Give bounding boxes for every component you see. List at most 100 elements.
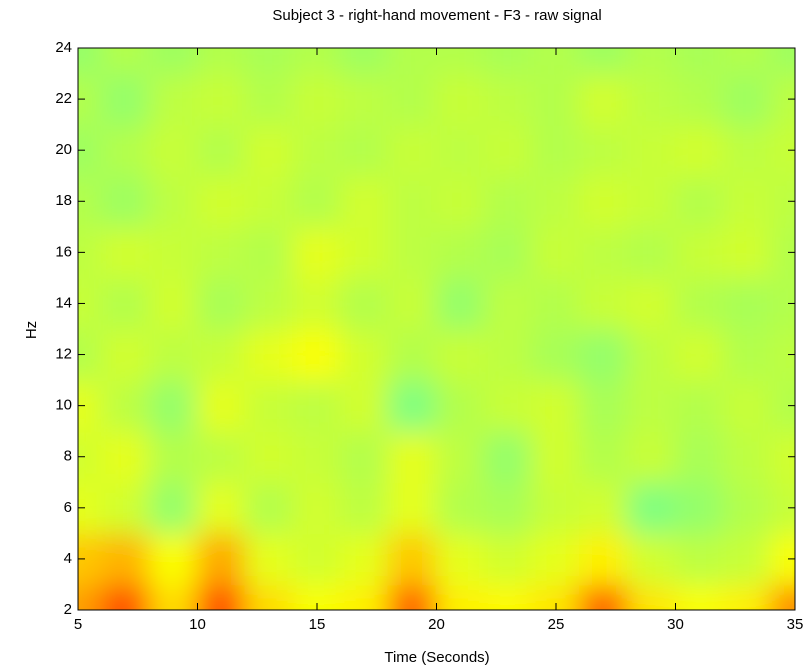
heatmap-cell [626, 72, 677, 126]
x-tick-label: 30 [667, 616, 684, 633]
heatmap-cell [435, 430, 486, 484]
heatmap-cell [578, 379, 629, 433]
heatmap-cell [626, 123, 677, 177]
heatmap-cell [626, 174, 677, 228]
y-tick-label: 4 [64, 550, 72, 567]
heatmap-cell [435, 379, 486, 433]
heatmap-cell [483, 532, 534, 586]
heatmap-cell [196, 48, 247, 75]
heatmap-cell [244, 48, 295, 75]
heatmap-cell [483, 481, 534, 535]
heatmap-cell [292, 225, 342, 279]
heatmap-cell [435, 174, 486, 228]
heatmap-cell [339, 72, 390, 126]
heatmap-cell [339, 583, 390, 610]
heatmap-cell [100, 48, 151, 75]
heatmap-cell [196, 328, 247, 382]
heatmap-cell [100, 328, 151, 382]
heatmap-cell [483, 174, 534, 228]
heatmap-cell [148, 123, 199, 177]
heatmap-cell [674, 379, 725, 433]
heatmap-cell [387, 276, 438, 330]
heatmap-cell [387, 481, 438, 535]
y-axis-label: Hz [23, 321, 40, 339]
heatmap-cell [531, 276, 581, 330]
heatmap-cell [244, 174, 295, 228]
heatmap-cell [626, 48, 677, 75]
x-tick-label: 35 [787, 616, 804, 633]
heatmap-cell [578, 123, 629, 177]
heatmap-cell [531, 532, 581, 586]
heatmap-cell [339, 532, 390, 586]
heatmap-cell [626, 328, 677, 382]
heatmap-cell [674, 328, 725, 382]
heatmap-cell [339, 225, 390, 279]
heatmap-cell [674, 481, 725, 535]
y-tick-label: 16 [55, 243, 72, 260]
heatmap-cell [387, 174, 438, 228]
heatmap-cell [244, 72, 295, 126]
y-tick-label: 10 [55, 397, 72, 414]
heatmap-cell [292, 174, 342, 228]
heatmap-cell [626, 583, 677, 610]
heatmap-cell [196, 225, 247, 279]
heatmap-cell [578, 430, 629, 484]
heatmap-cell [339, 48, 390, 75]
heatmap-cell [339, 276, 390, 330]
heatmap-cell [292, 430, 342, 484]
heatmap-cell [626, 379, 677, 433]
heatmap-cell [674, 276, 725, 330]
heatmap-cell [148, 174, 199, 228]
x-tick-label: 25 [548, 616, 565, 633]
heatmap-cell [339, 430, 390, 484]
heatmap-cell [196, 532, 247, 586]
heatmap-cell [339, 174, 390, 228]
heatmap-cell [148, 276, 199, 330]
heatmap-cell [674, 174, 725, 228]
x-axis-label: Time (Seconds) [384, 649, 489, 666]
heatmap-cell [626, 276, 677, 330]
heatmap-cell [722, 123, 773, 177]
heatmap-cell [483, 48, 534, 75]
heatmap-cell [148, 430, 199, 484]
heatmap-cell [100, 225, 151, 279]
heatmap-cell [722, 276, 773, 330]
heatmap-cell [435, 123, 486, 177]
heatmap-cell [292, 123, 342, 177]
heatmap-cell [626, 430, 677, 484]
heatmap-cell [292, 72, 342, 126]
heatmap-cell [483, 430, 534, 484]
heatmap-cell [387, 379, 438, 433]
heatmap-cell [100, 72, 151, 126]
heatmap-cell [148, 583, 199, 610]
y-tick-label: 20 [55, 141, 72, 158]
heatmap-cell [387, 430, 438, 484]
heatmap-cell [674, 48, 725, 75]
heatmap-cell [148, 48, 199, 75]
heatmap-cell [244, 430, 295, 484]
heatmap-cell [148, 328, 199, 382]
heatmap-cell [387, 123, 438, 177]
heatmap-cell [578, 72, 629, 126]
heatmap-cell [531, 174, 581, 228]
heatmap-cell [196, 583, 247, 610]
heatmap-cell [148, 225, 199, 279]
heatmap-cell [387, 225, 438, 279]
heatmap-cell [531, 72, 581, 126]
heatmap-cell [483, 583, 534, 610]
heatmap-cell [626, 481, 677, 535]
heatmap-cell [483, 225, 534, 279]
heatmap-cell [292, 328, 342, 382]
heatmap-cell [722, 174, 773, 228]
heatmap-cell [435, 225, 486, 279]
heatmap-cell [722, 72, 773, 126]
heatmap-cell [531, 481, 581, 535]
y-tick-label: 12 [55, 346, 72, 363]
heatmap-cell [339, 328, 390, 382]
heatmap-cell [578, 583, 629, 610]
heatmap-cell [435, 532, 486, 586]
heatmap-cell [674, 532, 725, 586]
heatmap-cell [674, 430, 725, 484]
heatmap-cell [722, 481, 773, 535]
heatmap-cell [100, 430, 151, 484]
